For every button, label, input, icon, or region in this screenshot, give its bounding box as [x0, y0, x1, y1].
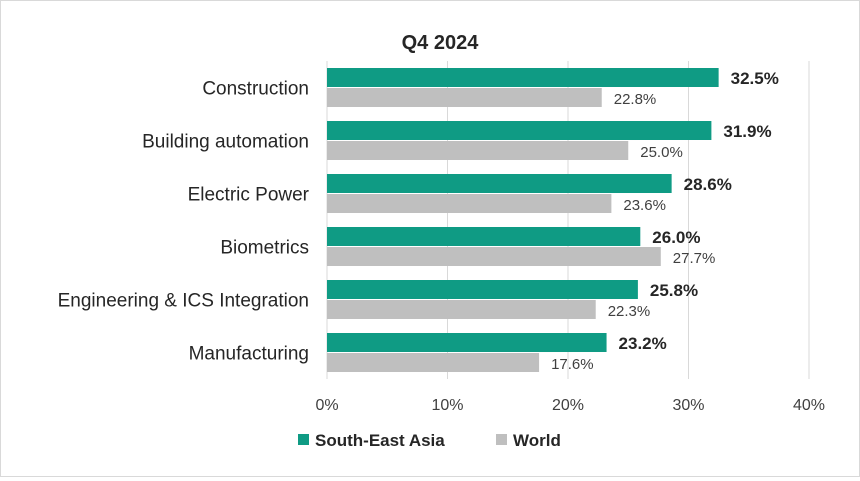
gridlines [326, 61, 810, 379]
bar-world [327, 141, 629, 160]
data-label-world: 27.7% [673, 250, 716, 267]
data-label-world: 22.8% [614, 91, 657, 108]
x-tick-label: 30% [672, 397, 704, 414]
x-tick-label: 40% [793, 397, 825, 414]
data-label-south-east-asia: 31.9% [723, 122, 771, 141]
legend-label-world: World [513, 431, 561, 450]
bar-world [327, 194, 612, 213]
x-tick-label: 0% [315, 397, 338, 414]
category-label: Biometrics [220, 238, 309, 259]
x-tick-label: 10% [431, 397, 463, 414]
category-label: Manufacturing [189, 344, 309, 365]
chart-title: Q4 2024 [402, 32, 480, 54]
data-label-world: 22.3% [608, 303, 651, 320]
category-label: Electric Power [188, 185, 310, 206]
data-labels: 32.5% 22.8% 31.9% 25.0%28.6% 23.6% 26.0% 27.7%… [551, 69, 779, 373]
data-label-world: 25.0% [640, 144, 683, 161]
data-label-south-east-asia: 32.5% [731, 69, 779, 88]
legend-marker-world [496, 434, 507, 445]
bar-south-east-asia [327, 280, 638, 299]
bar-south-east-asia [327, 121, 712, 140]
bar-world [327, 88, 602, 107]
data-label-south-east-asia: 26.0% [652, 228, 700, 247]
x-axis-ticks: 0% 10% 20% 30% 40% [315, 397, 825, 414]
category-labels: Construction Building automation Electric … [58, 79, 310, 365]
legend-marker-south-east-asia [298, 434, 309, 445]
bar-south-east-asia [327, 333, 607, 352]
bar-south-east-asia [327, 227, 641, 246]
bar-world [327, 300, 596, 319]
data-label-south-east-asia: 25.8% [650, 281, 698, 300]
bar-world [327, 247, 661, 266]
data-label-world: 23.6% [623, 197, 666, 214]
bars [327, 68, 719, 372]
bar-south-east-asia [327, 68, 719, 87]
data-label-south-east-asia: 23.2% [619, 334, 667, 353]
bar-world [327, 353, 540, 372]
x-tick-label: 20% [552, 397, 584, 414]
bar-south-east-asia [327, 174, 672, 193]
category-label: Engineering & ICS Integration [58, 291, 309, 312]
data-label-world: 17.6% [551, 356, 594, 373]
data-label-south-east-asia: 28.6% [684, 175, 732, 194]
category-label: Building automation [142, 132, 309, 153]
legend-label-south-east-asia: South-East Asia [315, 431, 445, 450]
category-label: Construction [202, 79, 309, 100]
legend: South-East Asia World [298, 431, 561, 450]
